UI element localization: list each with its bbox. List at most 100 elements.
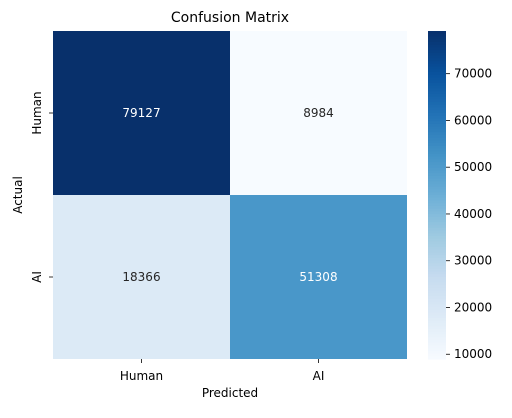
x-axis-label: Predicted (202, 386, 258, 400)
colorbar-segment (428, 298, 446, 303)
colorbar-segment (428, 323, 446, 327)
colorbar-segment (428, 66, 446, 70)
colorbar-segment (428, 279, 446, 284)
colorbar-segment (428, 225, 446, 229)
colorbar-segment (428, 348, 446, 352)
colorbar-segment (428, 151, 446, 155)
colorbar-segment (428, 255, 446, 259)
colorbar-segment (428, 309, 446, 314)
colorbar-segment (428, 31, 446, 35)
colorbar-segment (428, 189, 446, 193)
chart-title: Confusion Matrix (171, 10, 289, 26)
x-tick-label: Human (120, 369, 163, 383)
colorbar-segment (428, 44, 446, 48)
colorbar-segment (428, 181, 446, 185)
colorbar-tick-label: 20000 (454, 300, 492, 314)
colorbar-tick-label: 30000 (454, 254, 492, 268)
colorbar-segment (428, 110, 446, 114)
heatmap-cell (230, 31, 407, 195)
colorbar-segment (428, 222, 446, 226)
colorbar-segment (428, 315, 446, 319)
heatmap-cell (53, 195, 230, 359)
colorbar-segment (428, 145, 446, 150)
colorbar-segment (428, 77, 446, 81)
colorbar-segment (428, 173, 446, 177)
colorbar-segment (428, 129, 446, 133)
colorbar-segment (428, 339, 446, 344)
colorbar-segment (428, 304, 446, 308)
colorbar-tick-label: 10000 (454, 347, 492, 361)
colorbar-segment (428, 260, 446, 264)
colorbar-segment (428, 69, 446, 73)
colorbar-segment (428, 50, 446, 54)
colorbar-segment (428, 113, 446, 117)
y-axis-ticks: Human AI (30, 91, 53, 283)
colorbar-segment (428, 238, 446, 243)
colorbar-segment (428, 277, 446, 281)
colorbar-segment (428, 326, 446, 330)
colorbar-segment (428, 356, 446, 360)
colorbar-segment (428, 211, 446, 215)
colorbar-segment (428, 55, 446, 59)
colorbar-segment (428, 307, 446, 311)
colorbar-segment (428, 186, 446, 191)
colorbar-tick-label: 50000 (454, 160, 492, 174)
colorbar-segment (428, 137, 446, 141)
colorbar-segment (428, 39, 446, 43)
colorbar-segment (428, 312, 446, 316)
colorbar-segment (428, 282, 446, 286)
colorbar-segment (428, 91, 446, 95)
colorbar-segment (428, 287, 446, 292)
y-tick-label: AI (30, 271, 44, 283)
colorbar-segment (428, 257, 446, 262)
colorbar-segment (428, 195, 446, 199)
colorbar-segment (428, 88, 446, 92)
colorbar-segment (428, 184, 446, 188)
colorbar-segment (428, 208, 446, 212)
cell-value-label: 79127 (122, 106, 160, 120)
colorbar-segment (428, 236, 446, 240)
colorbar-segment (428, 290, 446, 294)
colorbar-segment (428, 342, 446, 346)
colorbar: 10000 20000 30000 40000 50000 60000 70000 (428, 31, 492, 361)
colorbar-segment (428, 353, 446, 357)
colorbar-segment (428, 203, 446, 207)
colorbar-tick-label: 70000 (454, 67, 492, 81)
colorbar-segment (428, 318, 446, 322)
colorbar-segment (428, 143, 446, 147)
colorbar-segment (428, 107, 446, 111)
colorbar-segment (428, 192, 446, 196)
colorbar-segment (428, 58, 446, 62)
colorbar-segment (428, 227, 446, 232)
colorbar-segment (428, 47, 446, 51)
colorbar-segment (428, 337, 446, 341)
colorbar-segment (428, 214, 446, 218)
colorbar-segment (428, 285, 446, 289)
colorbar-segment (428, 162, 446, 166)
heatmap-cells (53, 31, 407, 359)
colorbar-segment (428, 268, 446, 273)
colorbar-segment (428, 61, 446, 65)
x-axis-ticks: Human AI (120, 359, 324, 383)
colorbar-segment (428, 170, 446, 174)
colorbar-segment (428, 320, 446, 325)
colorbar-segment (428, 205, 446, 210)
colorbar-segment (428, 334, 446, 338)
colorbar-segment (428, 274, 446, 278)
colorbar-segment (428, 52, 446, 57)
y-tick-label: Human (30, 91, 44, 134)
colorbar-segment (428, 121, 446, 125)
colorbar-segment (428, 252, 446, 256)
cell-value-label: 18366 (122, 270, 160, 284)
colorbar-segment (428, 74, 446, 79)
colorbar-segment (428, 197, 446, 202)
colorbar-segment (428, 82, 446, 87)
colorbar-segment (428, 301, 446, 305)
colorbar-segment (428, 140, 446, 144)
colorbar-segment (428, 293, 446, 297)
colorbar-segment (428, 216, 446, 221)
colorbar-segment (428, 230, 446, 234)
colorbar-segment (428, 126, 446, 130)
